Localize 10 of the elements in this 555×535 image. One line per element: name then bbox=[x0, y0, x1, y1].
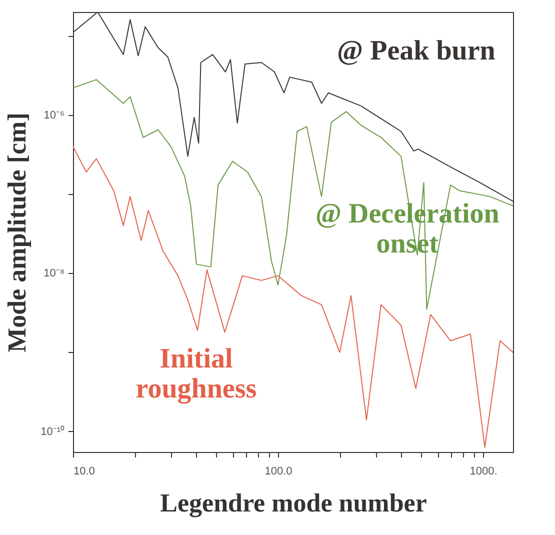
y-tick-label: 10⁻¹⁰ bbox=[40, 424, 64, 438]
x-axis-title: Legendre mode number bbox=[160, 488, 427, 518]
y-tick-label: 10⁻⁸ bbox=[44, 268, 64, 280]
x-tick-label: 10.0 bbox=[74, 466, 95, 478]
y-tick-label: 10⁻⁶ bbox=[44, 109, 64, 122]
y-axis-title: Mode amplitude [cm] bbox=[2, 112, 32, 352]
series-label: @ Peak burn bbox=[337, 36, 496, 67]
x-tick-label: 100.0 bbox=[264, 466, 292, 478]
series-label: Initial roughness bbox=[136, 344, 257, 405]
x-tick-label: 1000. bbox=[470, 466, 498, 478]
